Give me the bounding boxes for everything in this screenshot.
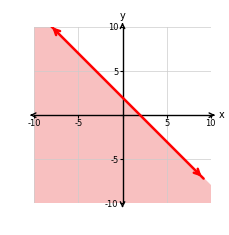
Text: x: x (218, 110, 224, 120)
Text: y: y (120, 12, 125, 21)
Polygon shape (34, 27, 211, 203)
